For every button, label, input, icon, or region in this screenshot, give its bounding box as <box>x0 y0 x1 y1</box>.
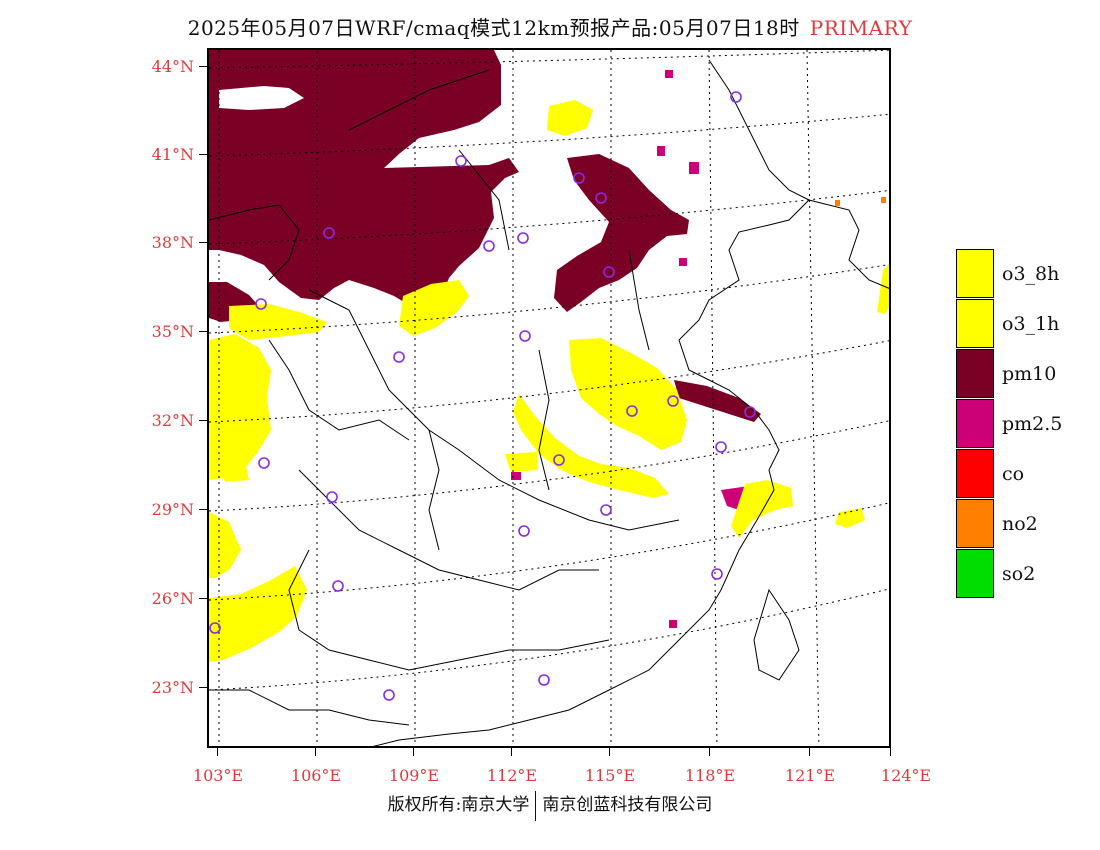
lon-tick <box>890 748 891 756</box>
lat-label-38: 38°N <box>151 233 194 252</box>
legend-swatch <box>956 449 994 498</box>
legend-label: so2 <box>1002 563 1036 585</box>
footer-divider <box>535 790 537 821</box>
map-frame <box>207 48 891 748</box>
copyright-left: 版权所有:南京大学 <box>387 795 530 815</box>
lat-label-23: 23°N <box>151 678 194 697</box>
legend-label: o3_1h <box>1002 313 1060 335</box>
lon-tick <box>315 748 316 756</box>
lon-label-103: 103°E <box>192 766 244 785</box>
legend-swatch <box>956 249 994 298</box>
lon-tick <box>217 748 218 756</box>
o3-regions <box>209 100 889 662</box>
map-boundaries <box>209 59 889 746</box>
title-text: 2025年05月07日WRF/cmaq模式12km预报产品:05月07日18时 <box>187 16 800 40</box>
lon-label-115: 115°E <box>584 766 636 785</box>
lat-tick <box>199 598 207 599</box>
lon-tick <box>511 748 512 756</box>
lat-label-29: 29°N <box>151 500 194 519</box>
legend-label: o3_8h <box>1002 263 1060 285</box>
pm10-region-northwest <box>209 50 519 312</box>
legend-label: pm2.5 <box>1002 413 1063 435</box>
lat-tick <box>199 242 207 243</box>
lat-label-44: 44°N <box>151 57 194 76</box>
lon-label-124: 124°E <box>880 766 932 785</box>
station-markers <box>209 91 756 701</box>
copyright-footer: 版权所有:南京大学 南京创蓝科技有限公司 <box>0 790 1100 821</box>
lat-tick <box>199 420 207 421</box>
legend-swatch <box>956 499 994 548</box>
legend-label: pm10 <box>1002 363 1057 385</box>
legend-swatch <box>956 299 994 348</box>
legend-swatch <box>956 549 994 598</box>
pm10-region-east <box>674 380 761 422</box>
lon-tick <box>709 748 710 756</box>
legend-label: co <box>1002 463 1025 485</box>
lat-tick <box>199 66 207 67</box>
legend-swatch <box>956 349 994 398</box>
lat-label-26: 26°N <box>151 589 194 608</box>
legend-swatch <box>956 399 994 448</box>
lat-tick <box>199 154 207 155</box>
graticule-meridians <box>218 50 820 746</box>
map-canvas <box>209 50 889 746</box>
lat-label-35: 35°N <box>151 322 194 341</box>
lon-tick <box>413 748 414 756</box>
lon-label-112: 112°E <box>486 766 538 785</box>
lat-tick <box>199 331 207 332</box>
map-title: 2025年05月07日WRF/cmaq模式12km预报产品:05月07日18时 P… <box>0 12 1100 41</box>
lon-label-106: 106°E <box>290 766 342 785</box>
lon-tick <box>809 748 810 756</box>
copyright-right: 南京创蓝科技有限公司 <box>542 795 713 815</box>
pm10-region-north-china <box>554 154 689 312</box>
lat-label-41: 41°N <box>151 145 194 164</box>
legend-label: no2 <box>1002 513 1038 535</box>
graticule-parallels <box>209 50 889 691</box>
lon-tick <box>609 748 610 756</box>
lon-label-109: 109°E <box>388 766 440 785</box>
lat-tick <box>199 687 207 688</box>
lat-tick <box>199 509 207 510</box>
primary-label: PRIMARY <box>809 16 913 40</box>
lon-label-118: 118°E <box>684 766 736 785</box>
lat-label-32: 32°N <box>151 411 194 430</box>
lon-label-121: 121°E <box>784 766 836 785</box>
